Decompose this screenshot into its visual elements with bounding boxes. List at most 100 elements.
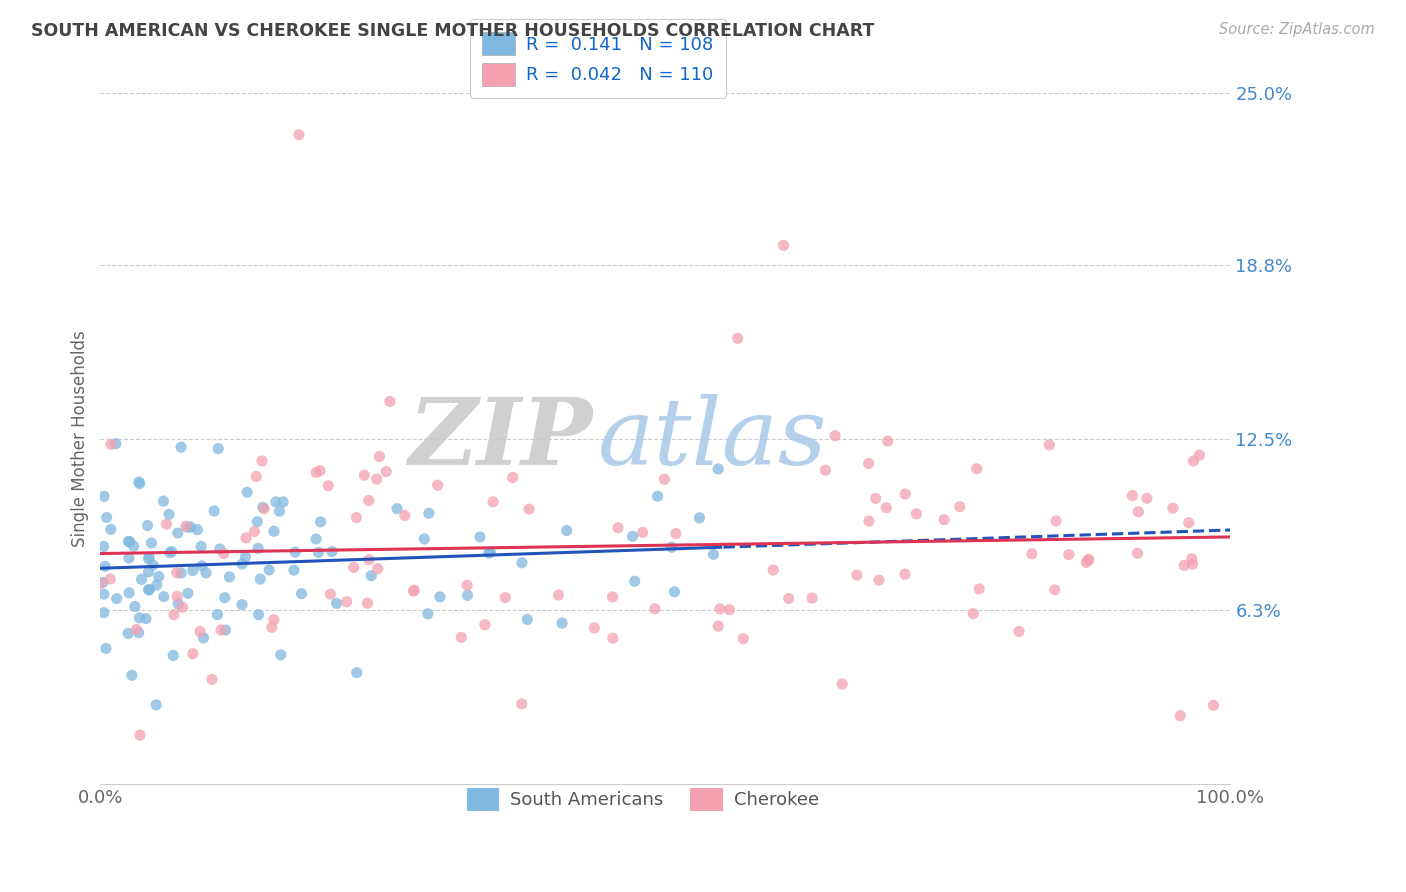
Point: [510, 556, 533, 570]
Point: [308, 545, 330, 559]
Point: [129, 728, 152, 742]
Point: [602, 632, 624, 646]
Point: [416, 607, 439, 621]
Point: [644, 601, 666, 615]
Point: [145, 698, 167, 712]
Point: [208, 541, 231, 556]
Point: [316, 479, 339, 493]
Point: [360, 568, 382, 582]
Point: [91, 575, 114, 590]
Point: [824, 428, 846, 442]
Point: [1077, 553, 1099, 567]
Point: [1057, 548, 1080, 562]
Point: [283, 563, 305, 577]
Point: [93, 587, 115, 601]
Point: [157, 508, 180, 522]
Point: [555, 524, 578, 538]
Text: Source: ZipAtlas.com: Source: ZipAtlas.com: [1219, 22, 1375, 37]
Point: [209, 623, 232, 637]
Point: [271, 495, 294, 509]
Point: [142, 558, 165, 573]
Point: [160, 544, 183, 558]
Point: [966, 462, 988, 476]
Point: [385, 501, 408, 516]
Point: [284, 545, 307, 559]
Point: [478, 546, 501, 560]
Point: [100, 522, 122, 536]
Point: [305, 466, 328, 480]
Point: [263, 524, 285, 539]
Point: [195, 566, 218, 580]
Point: [707, 462, 730, 476]
Point: [876, 434, 898, 449]
Point: [89, 576, 111, 591]
Point: [346, 665, 368, 680]
Point: [1181, 558, 1204, 572]
Point: [1181, 551, 1204, 566]
Point: [402, 584, 425, 599]
Point: [814, 463, 837, 477]
Point: [875, 500, 897, 515]
Point: [305, 532, 328, 546]
Point: [122, 539, 145, 553]
Point: [148, 569, 170, 583]
Point: [801, 591, 824, 605]
Point: [718, 603, 741, 617]
Point: [135, 612, 157, 626]
Point: [94, 559, 117, 574]
Point: [231, 598, 253, 612]
Point: [131, 572, 153, 586]
Point: [159, 546, 181, 560]
Point: [162, 648, 184, 663]
Point: [247, 607, 270, 622]
Point: [357, 493, 380, 508]
Point: [1173, 558, 1195, 573]
Point: [212, 547, 235, 561]
Point: [845, 568, 868, 582]
Point: [207, 442, 229, 456]
Point: [652, 472, 675, 486]
Point: [128, 475, 150, 489]
Point: [96, 510, 118, 524]
Point: [309, 464, 332, 478]
Point: [243, 524, 266, 539]
Point: [623, 574, 645, 589]
Text: SOUTH AMERICAN VS CHEROKEE SINGLE MOTHER HOUSEHOLDS CORRELATION CHART: SOUTH AMERICAN VS CHEROKEE SINGLE MOTHER…: [31, 22, 875, 40]
Point: [166, 526, 188, 541]
Point: [250, 454, 273, 468]
Point: [128, 611, 150, 625]
Point: [733, 632, 755, 646]
Point: [665, 526, 688, 541]
Point: [153, 590, 176, 604]
Point: [418, 506, 440, 520]
Point: [1021, 547, 1043, 561]
Point: [177, 520, 200, 534]
Point: [457, 588, 479, 602]
Point: [290, 587, 312, 601]
Point: [201, 673, 224, 687]
Point: [252, 500, 274, 515]
Point: [260, 620, 283, 634]
Point: [118, 586, 141, 600]
Point: [583, 621, 606, 635]
Point: [236, 485, 259, 500]
Point: [762, 563, 785, 577]
Point: [186, 523, 208, 537]
Point: [1076, 555, 1098, 569]
Point: [894, 567, 917, 582]
Point: [367, 562, 389, 576]
Point: [207, 607, 229, 622]
Point: [155, 517, 177, 532]
Point: [1188, 448, 1211, 462]
Point: [170, 566, 193, 580]
Point: [366, 472, 388, 486]
Point: [166, 590, 188, 604]
Point: [482, 495, 505, 509]
Point: [429, 590, 451, 604]
Point: [394, 508, 416, 523]
Text: atlas: atlas: [598, 394, 827, 483]
Point: [1168, 708, 1191, 723]
Point: [138, 552, 160, 566]
Point: [375, 465, 398, 479]
Point: [121, 668, 143, 682]
